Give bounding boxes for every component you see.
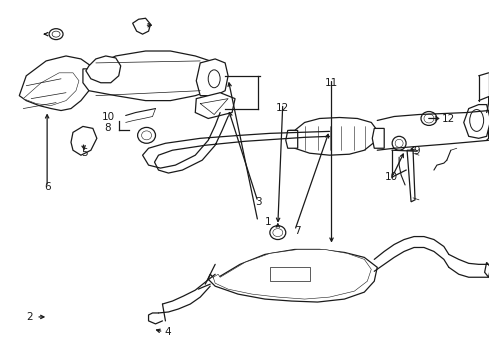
Polygon shape <box>372 129 384 148</box>
Text: 6: 6 <box>44 182 50 192</box>
Polygon shape <box>196 59 228 96</box>
Text: 2: 2 <box>26 312 32 322</box>
Polygon shape <box>270 267 310 281</box>
Text: 7: 7 <box>294 226 301 235</box>
Polygon shape <box>208 249 377 302</box>
Polygon shape <box>485 262 490 277</box>
Text: 3: 3 <box>256 197 262 207</box>
Text: 10: 10 <box>385 172 398 182</box>
Polygon shape <box>407 150 415 202</box>
Polygon shape <box>86 56 121 83</box>
Polygon shape <box>213 249 371 299</box>
Text: 12: 12 <box>442 114 456 125</box>
Text: 12: 12 <box>276 103 290 113</box>
Polygon shape <box>19 56 93 111</box>
Text: 8: 8 <box>104 123 111 134</box>
Text: 11: 11 <box>325 78 338 88</box>
Polygon shape <box>464 105 490 138</box>
Polygon shape <box>288 117 377 155</box>
Polygon shape <box>83 51 212 100</box>
Text: 9: 9 <box>414 146 420 156</box>
Text: 5: 5 <box>82 148 88 158</box>
Polygon shape <box>133 18 150 34</box>
Text: 4: 4 <box>164 327 171 337</box>
Polygon shape <box>286 130 298 148</box>
Text: 1: 1 <box>265 217 271 227</box>
Polygon shape <box>23 73 79 105</box>
Polygon shape <box>71 126 97 155</box>
Polygon shape <box>196 93 235 118</box>
Text: 10: 10 <box>102 112 115 122</box>
